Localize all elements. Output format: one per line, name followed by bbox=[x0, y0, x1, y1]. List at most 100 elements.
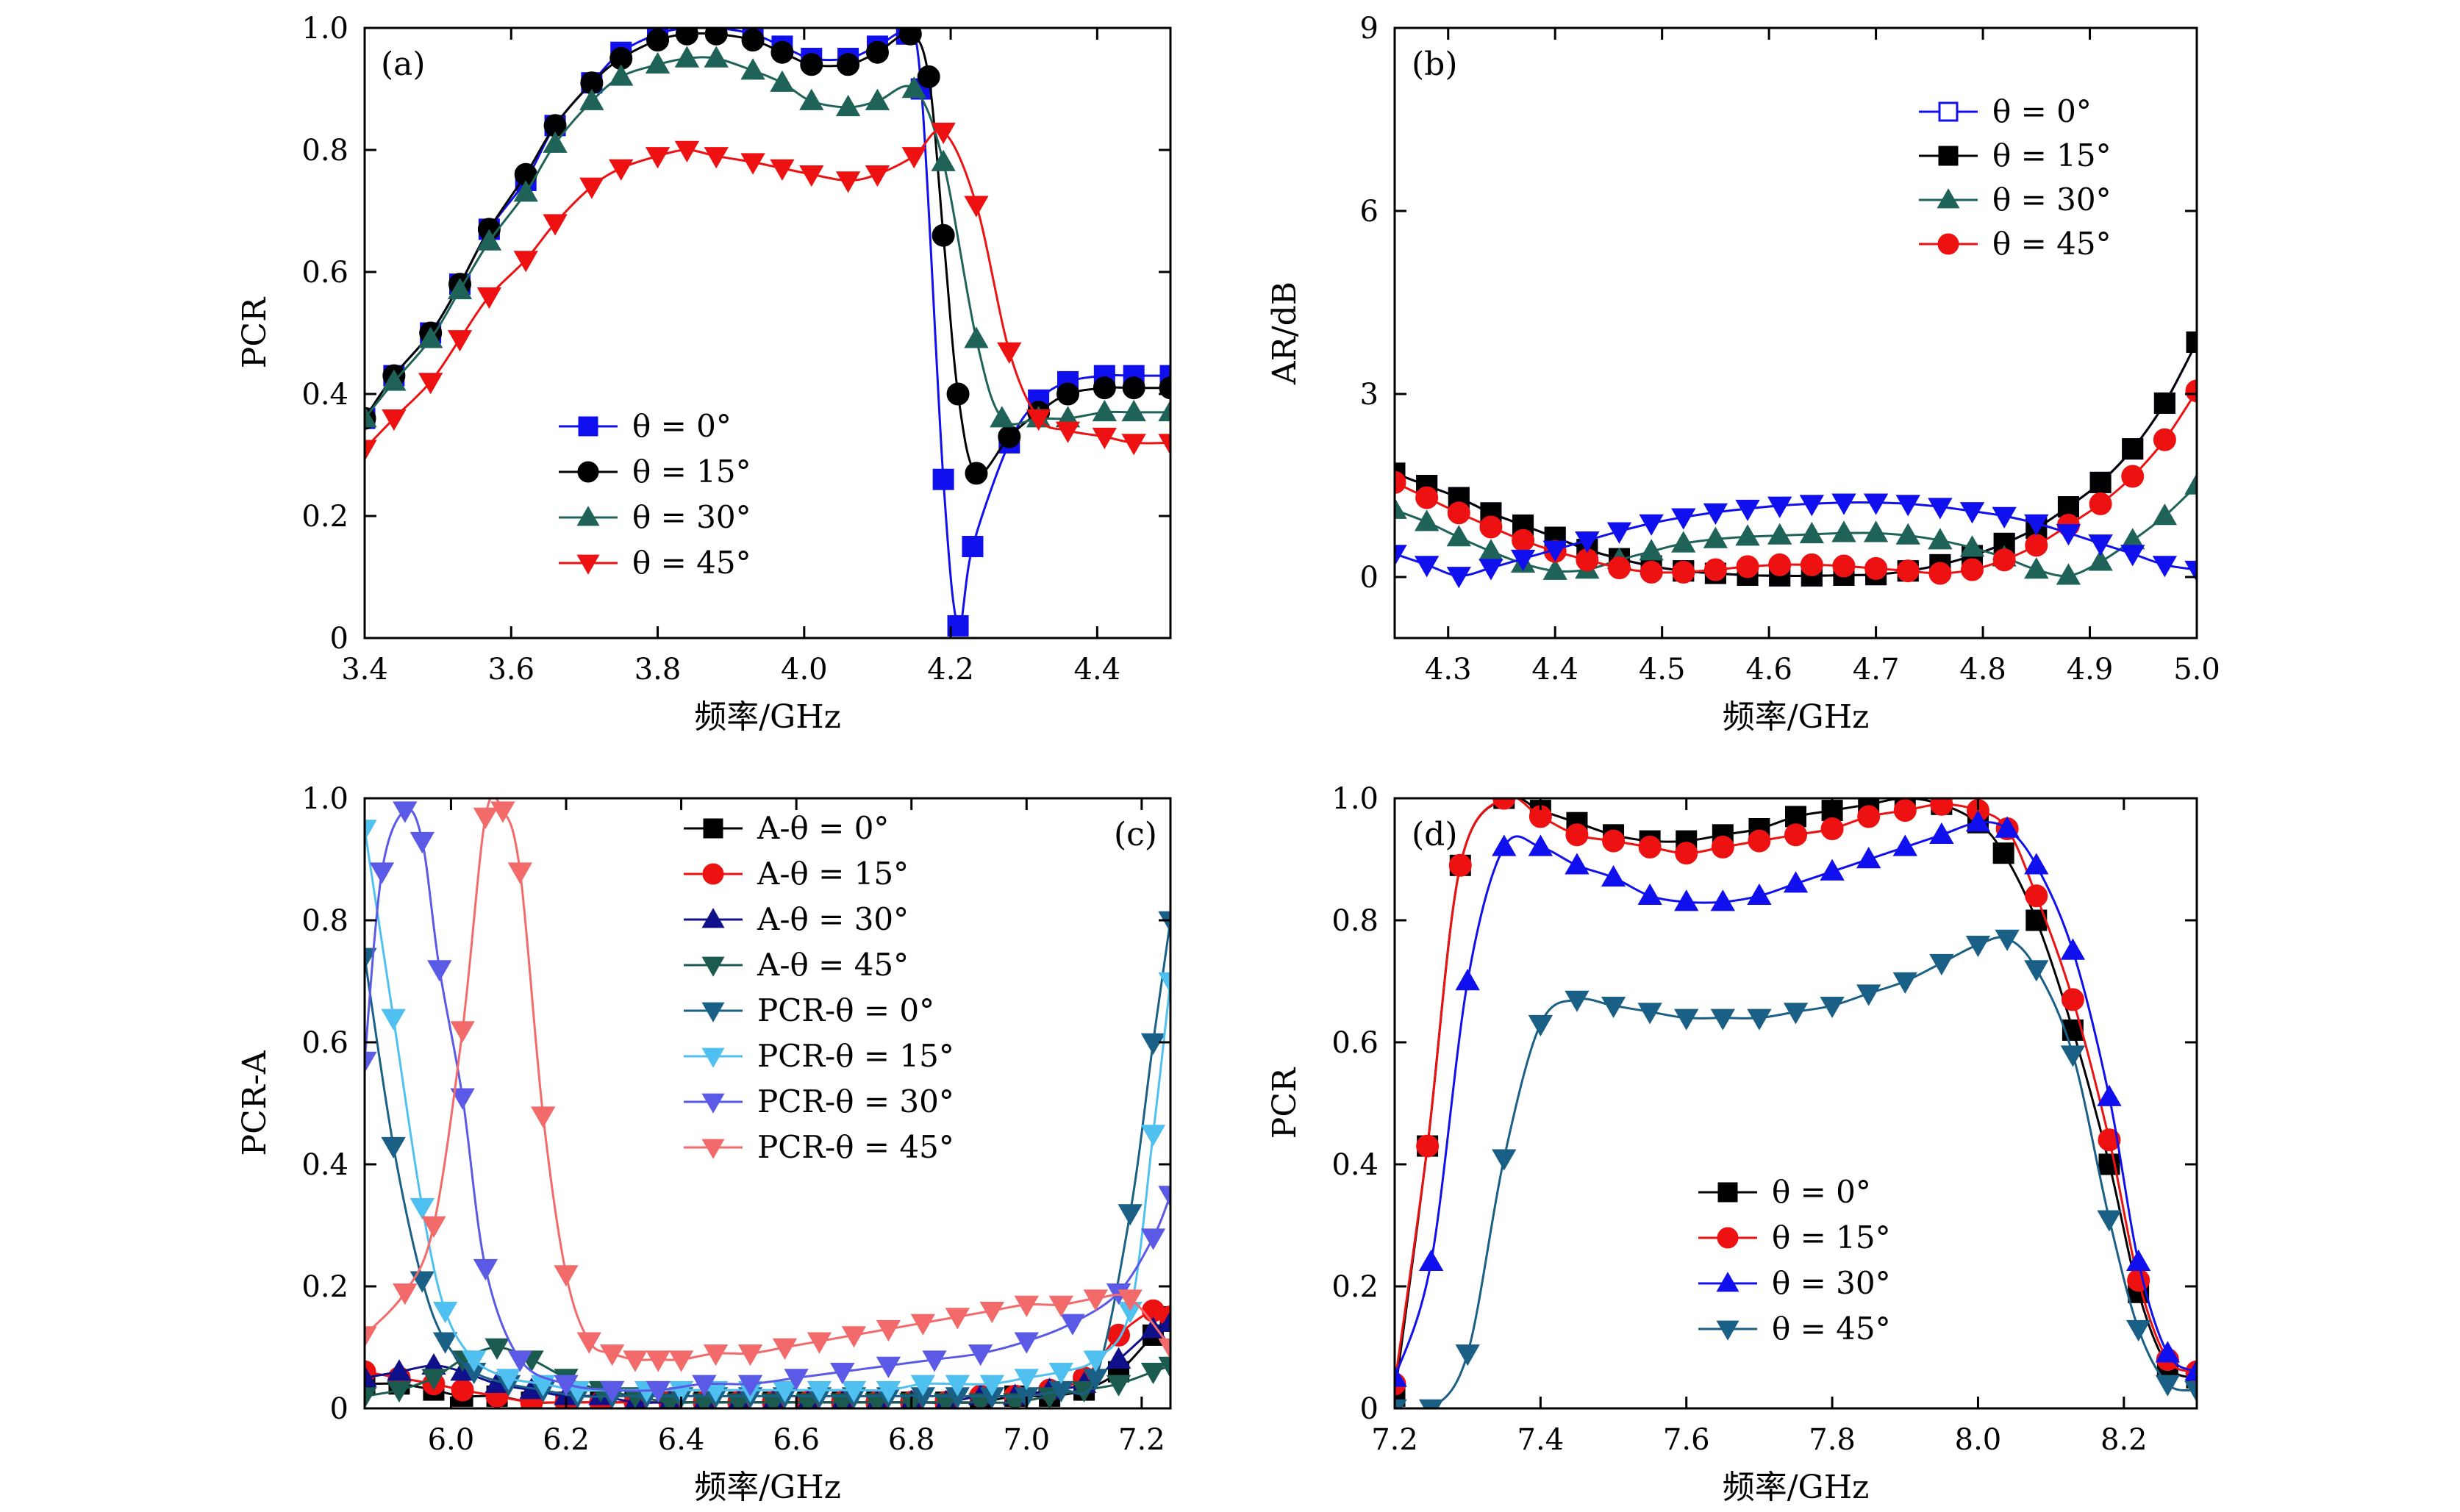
legend-entry: θ = 15° bbox=[1992, 137, 2112, 173]
data-point-c-6-7 bbox=[507, 1350, 533, 1372]
data-point-a-2-20 bbox=[990, 406, 1015, 428]
data-point-c-6-19 bbox=[1060, 1314, 1085, 1336]
plot-frame bbox=[363, 797, 1172, 1410]
data-point-d-3-14 bbox=[1892, 972, 1917, 994]
data-point-b-4-0 bbox=[1395, 545, 1407, 567]
panel-b: 4.3 4.4 4.5 4.6 4.7 4.8 4.9 5.0 0 3 6 9 频率/GHz AR/dB (… bbox=[1266, 12, 2220, 736]
data-point-c-6-11 bbox=[692, 1375, 717, 1397]
data-point-b-3-3 bbox=[1479, 515, 1503, 539]
data-point-b-4-18 bbox=[1959, 502, 1985, 524]
data-point-d-1-9 bbox=[1711, 835, 1734, 859]
data-point-c-7-16 bbox=[772, 1338, 798, 1360]
data-point-b-4-6 bbox=[1575, 531, 1600, 553]
legend: θ = 0° θ = 15° θ = 30° θ = 45° bbox=[1919, 93, 2112, 262]
data-point-c-7-7 bbox=[531, 1106, 556, 1128]
y-axis-label: AR/dB bbox=[1266, 282, 1304, 385]
data-point-a-3-22 bbox=[1055, 421, 1081, 443]
data-point-b-2-20 bbox=[2024, 557, 2049, 579]
data-point-c-5-16 bbox=[876, 1380, 901, 1403]
data-point-b-2-8 bbox=[1639, 539, 1664, 561]
data-point-a-1-13 bbox=[770, 40, 794, 64]
panel-d: 7.2 7.4 7.6 7.8 8.0 8.2 0 0.2 0.4 0.6 0.8 1.0 频率/GHz… bbox=[1266, 782, 2198, 1506]
data-point-d-1-11 bbox=[1784, 823, 1807, 847]
data-point-c-7-26 bbox=[1118, 1289, 1143, 1311]
data-point-c-4-25 bbox=[1158, 911, 1170, 933]
legend-entry: θ = 15° bbox=[1772, 1219, 1891, 1255]
y-tick-label: 0.8 bbox=[301, 904, 348, 938]
data-point-c-6-5 bbox=[450, 1088, 475, 1110]
data-point-a-1-24 bbox=[1056, 382, 1080, 406]
data-point-d-3-9 bbox=[1710, 1008, 1735, 1031]
x-tick-label: 4.4 bbox=[1531, 653, 1578, 687]
legend: θ = 0° θ = 15° θ = 30° θ = 45° bbox=[559, 408, 751, 581]
data-point-d-1-7 bbox=[1638, 835, 1662, 859]
data-point-d-3-8 bbox=[1674, 1008, 1699, 1031]
data-point-c-5-22 bbox=[1083, 1350, 1108, 1372]
legend-marker bbox=[576, 554, 600, 575]
data-point-d-1-15 bbox=[1930, 798, 1953, 816]
data-point-b-4-2 bbox=[1446, 567, 1471, 589]
x-tick-label: 4.5 bbox=[1639, 653, 1686, 687]
data-point-a-2-24 bbox=[1121, 399, 1146, 422]
data-point-c-3-0 bbox=[365, 1387, 377, 1408]
data-point-b-4-17 bbox=[1928, 498, 1953, 520]
data-point-a-3-5 bbox=[513, 251, 538, 273]
legend-entry: θ = 30° bbox=[632, 499, 751, 535]
data-point-a-1-12 bbox=[741, 29, 765, 52]
data-point-b-1-21 bbox=[2057, 496, 2079, 518]
data-point-a-2-10 bbox=[674, 46, 700, 68]
panel-label: (c) bbox=[1114, 816, 1157, 853]
data-point-a-2-14 bbox=[799, 88, 824, 110]
y-tick-label: 0.6 bbox=[1331, 1026, 1379, 1060]
data-point-d-2-1 bbox=[1418, 1249, 1444, 1272]
data-point-b-4-13 bbox=[1799, 495, 1824, 517]
data-point-d-3-4 bbox=[1528, 1014, 1553, 1037]
data-point-a-1-11 bbox=[704, 28, 728, 46]
data-point-d-3-3 bbox=[1492, 1149, 1517, 1171]
data-point-b-2-0 bbox=[1395, 497, 1407, 519]
x-tick-label: 7.4 bbox=[1517, 1423, 1565, 1457]
data-point-b-2-2 bbox=[1446, 525, 1471, 547]
data-point-d-1-2 bbox=[1448, 853, 1472, 877]
data-point-c-7-12 bbox=[646, 1350, 671, 1372]
x-tick-label: 6.4 bbox=[658, 1423, 705, 1457]
data-point-b-3-19 bbox=[1992, 548, 2016, 572]
legend-marker bbox=[701, 1093, 725, 1114]
data-point-c-3-21 bbox=[1071, 1380, 1097, 1403]
y-tick-label: 0.2 bbox=[301, 500, 348, 534]
data-point-c-3-23 bbox=[1140, 1362, 1166, 1385]
y-tick-label: 0 bbox=[330, 1392, 348, 1426]
data-point-b-2-14 bbox=[1831, 520, 1856, 542]
data-point-b-2-15 bbox=[1863, 520, 1889, 542]
data-point-c-6-14 bbox=[830, 1362, 855, 1385]
data-point-d-2-10 bbox=[1747, 883, 1772, 906]
data-point-b-2-12 bbox=[1767, 523, 1792, 545]
data-point-b-4-7 bbox=[1606, 522, 1632, 544]
data-point-d-3-16 bbox=[1965, 935, 1991, 958]
data-point-c-7-9 bbox=[576, 1332, 601, 1354]
data-point-c-3-2 bbox=[421, 1369, 446, 1391]
series-group bbox=[1395, 798, 2197, 1408]
legend-entry: A-θ = 0° bbox=[757, 810, 889, 846]
data-point-a-2-6 bbox=[543, 131, 568, 153]
data-point-c-5-0 bbox=[365, 820, 377, 842]
data-point-b-3-8 bbox=[1640, 560, 1663, 584]
legend-entry: A-θ = 45° bbox=[757, 947, 909, 983]
data-point-a-1-20 bbox=[946, 382, 970, 406]
data-point-c-5-19 bbox=[979, 1375, 1004, 1397]
y-tick-label: 0.2 bbox=[1331, 1270, 1379, 1304]
data-point-c-2-22 bbox=[1106, 1347, 1131, 1369]
plot-frame bbox=[1393, 797, 2198, 1410]
legend-entry: θ = 30° bbox=[1772, 1265, 1891, 1301]
data-point-b-4-5 bbox=[1542, 540, 1567, 562]
data-point-c-3-24 bbox=[1158, 1356, 1170, 1378]
data-point-b-2-21 bbox=[2056, 563, 2081, 585]
legend-marker bbox=[1716, 1272, 1739, 1292]
data-point-a-1-18 bbox=[917, 65, 940, 88]
data-point-b-4-22 bbox=[2088, 534, 2113, 556]
data-point-d-1-8 bbox=[1675, 842, 1698, 865]
data-point-c-5-5 bbox=[496, 1369, 521, 1391]
y-tick-label: 0.8 bbox=[1331, 904, 1379, 938]
data-point-b-4-11 bbox=[1735, 499, 1760, 522]
